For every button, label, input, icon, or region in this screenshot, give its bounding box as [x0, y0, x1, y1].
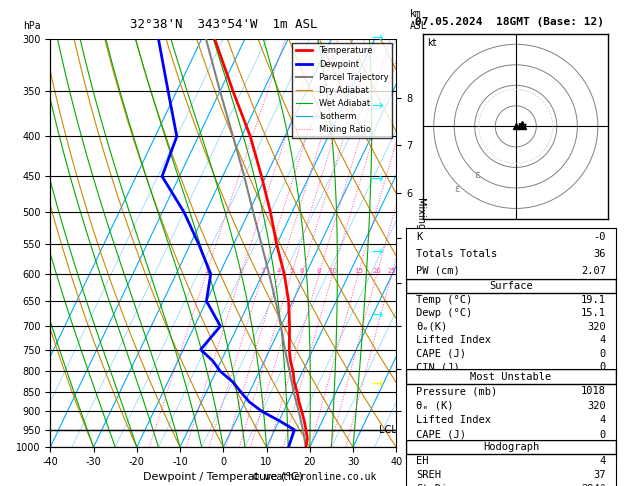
Text: 8: 8 — [317, 268, 321, 274]
Text: Hodograph: Hodograph — [483, 442, 539, 452]
Bar — [406, 440, 616, 454]
Text: θₑ (K): θₑ (K) — [416, 401, 454, 411]
Text: 36: 36 — [593, 249, 606, 259]
Text: Surface: Surface — [489, 281, 533, 291]
Text: 15: 15 — [354, 268, 363, 274]
Text: EH: EH — [416, 456, 429, 466]
Text: 1: 1 — [204, 268, 208, 274]
Text: 5: 5 — [289, 268, 294, 274]
Bar — [406, 279, 616, 293]
Bar — [406, 369, 616, 384]
Text: Dewp (°C): Dewp (°C) — [416, 308, 472, 318]
Text: 2.07: 2.07 — [581, 266, 606, 276]
Text: 25: 25 — [387, 268, 396, 274]
Text: 0: 0 — [599, 363, 606, 372]
Text: 19.1: 19.1 — [581, 295, 606, 305]
Text: ε: ε — [454, 184, 460, 194]
Text: CAPE (J): CAPE (J) — [416, 349, 466, 359]
Text: 0: 0 — [599, 445, 606, 454]
Text: Totals Totals: Totals Totals — [416, 249, 498, 259]
Text: Lifted Index: Lifted Index — [416, 416, 491, 425]
Y-axis label: Mixing Ratio (g/kg): Mixing Ratio (g/kg) — [416, 197, 426, 289]
Text: kt: kt — [427, 38, 437, 48]
Text: 15.1: 15.1 — [581, 308, 606, 318]
Text: 2: 2 — [239, 268, 243, 274]
Text: -0: -0 — [593, 232, 606, 242]
Text: θₑ(K): θₑ(K) — [416, 322, 447, 332]
Text: 32°38'N  343°54'W  1m ASL: 32°38'N 343°54'W 1m ASL — [130, 17, 317, 31]
Text: →: → — [372, 377, 383, 391]
X-axis label: Dewpoint / Temperature (°C): Dewpoint / Temperature (°C) — [143, 472, 303, 483]
Text: 0: 0 — [599, 349, 606, 359]
Text: 320: 320 — [587, 322, 606, 332]
Text: CIN (J): CIN (J) — [416, 363, 460, 372]
Text: 07.05.2024  18GMT (Base: 12): 07.05.2024 18GMT (Base: 12) — [415, 17, 604, 27]
Legend: Temperature, Dewpoint, Parcel Trajectory, Dry Adiabat, Wet Adiabat, Isotherm, Mi: Temperature, Dewpoint, Parcel Trajectory… — [292, 43, 392, 138]
Text: →: → — [372, 100, 383, 114]
Text: 10: 10 — [328, 268, 337, 274]
Text: CAPE (J): CAPE (J) — [416, 430, 466, 440]
Text: hPa: hPa — [23, 21, 40, 31]
Text: Lifted Index: Lifted Index — [416, 335, 491, 346]
Text: →: → — [372, 246, 383, 260]
Text: 6: 6 — [300, 268, 304, 274]
Text: 20: 20 — [372, 268, 381, 274]
Text: →: → — [372, 32, 383, 46]
Text: 3: 3 — [260, 268, 265, 274]
Text: 4: 4 — [599, 416, 606, 425]
Text: Temp (°C): Temp (°C) — [416, 295, 472, 305]
Text: SREH: SREH — [416, 470, 441, 480]
Text: PW (cm): PW (cm) — [416, 266, 460, 276]
Text: K: K — [416, 232, 423, 242]
Text: Most Unstable: Most Unstable — [470, 372, 552, 382]
Text: 4: 4 — [277, 268, 281, 274]
Text: →: → — [372, 309, 383, 323]
Text: 294°: 294° — [581, 484, 606, 486]
Text: CIN (J): CIN (J) — [416, 445, 460, 454]
Text: ε: ε — [475, 170, 481, 180]
Text: © weatheronline.co.uk: © weatheronline.co.uk — [253, 472, 376, 482]
Text: LCL: LCL — [379, 425, 396, 435]
Text: 1018: 1018 — [581, 386, 606, 396]
Text: StmDir: StmDir — [416, 484, 454, 486]
Text: 0: 0 — [599, 430, 606, 440]
Text: 320: 320 — [587, 401, 606, 411]
Text: 37: 37 — [593, 470, 606, 480]
Text: 4: 4 — [599, 335, 606, 346]
Text: Pressure (mb): Pressure (mb) — [416, 386, 498, 396]
Text: →: → — [372, 173, 383, 187]
Text: km
ASL: km ASL — [410, 9, 428, 31]
Text: 4: 4 — [599, 456, 606, 466]
